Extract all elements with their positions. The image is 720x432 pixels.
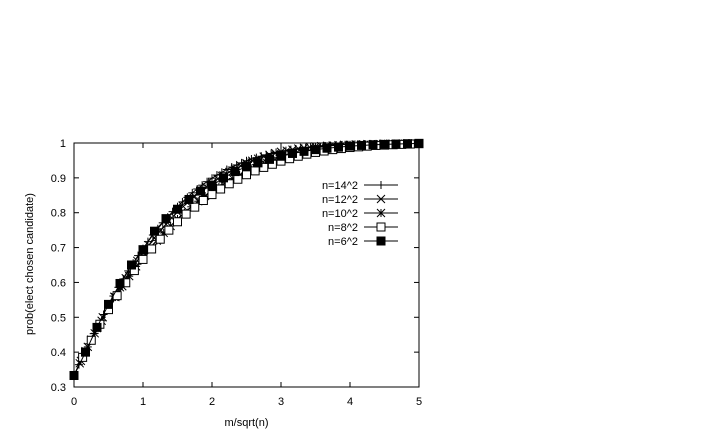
data-point	[253, 158, 263, 168]
y-tick-label: 0.4	[51, 347, 66, 359]
data-point	[322, 143, 332, 153]
legend-marker	[376, 222, 386, 232]
data-point	[242, 170, 251, 180]
data-point	[311, 145, 320, 155]
legend-label: n=10^2	[322, 208, 358, 220]
data-point	[164, 225, 174, 235]
data-point	[233, 174, 243, 184]
data-point	[345, 141, 355, 151]
data-point	[190, 202, 200, 212]
data-point	[259, 162, 269, 172]
x-axis-label: m/sqrt(n)	[225, 417, 269, 429]
plot-frame	[73, 142, 420, 388]
x-tick-label: 3	[278, 396, 284, 408]
y-tick-label: 0.9	[51, 173, 66, 185]
y-tick-label: 0.8	[51, 208, 66, 220]
data-point	[195, 186, 205, 196]
x-tick-label: 4	[347, 396, 353, 408]
data-point	[333, 142, 343, 152]
data-point	[208, 174, 216, 183]
data-point	[250, 166, 260, 176]
data-point	[380, 139, 389, 149]
legend-marker	[376, 194, 386, 204]
data-point	[126, 260, 136, 270]
data-point	[299, 146, 309, 156]
series-3	[69, 139, 424, 380]
data-point	[161, 214, 171, 224]
data-point	[138, 245, 148, 255]
plot-border	[73, 142, 420, 388]
legend-label: n=12^2	[322, 194, 358, 206]
y-tick-label: 1	[60, 138, 66, 150]
data-point	[402, 139, 412, 149]
data-point	[181, 209, 191, 219]
legend-label: n=8^2	[328, 222, 358, 234]
data-point	[219, 173, 229, 183]
axis-ticks: 0 1 2 3 4 5 0.3 0.4 0.5 0.6 0.7 0.8 0.9 1	[51, 138, 422, 408]
series-4	[69, 138, 424, 380]
data-point	[391, 139, 401, 149]
y-tick-label: 0.5	[51, 312, 66, 324]
series-layer	[69, 138, 424, 380]
data-point	[147, 244, 157, 254]
data-point	[276, 151, 286, 161]
x-tick-label: 5	[416, 396, 422, 408]
data-point	[264, 154, 274, 164]
data-point	[198, 196, 208, 206]
data-point	[230, 167, 240, 177]
legend-marker	[376, 236, 386, 246]
data-point	[69, 370, 79, 380]
y-tick-label: 0.3	[51, 382, 66, 394]
data-point	[224, 179, 234, 189]
legend: n=14^2 n=12^2 n=10^2 n=8^2 n=6^2	[322, 180, 398, 248]
data-point	[115, 278, 125, 288]
data-point	[173, 204, 182, 214]
data-point	[207, 190, 217, 200]
y-axis-label: prob(elect chosen candidate)	[24, 193, 36, 335]
y-tick-label: 0.6	[51, 277, 66, 289]
legend-label: n=14^2	[322, 180, 358, 192]
legend-marker	[376, 208, 386, 218]
data-point	[150, 226, 160, 236]
data-point	[104, 299, 113, 309]
data-point	[357, 140, 367, 150]
y-tick-label: 0.7	[51, 243, 66, 255]
data-point	[288, 148, 298, 158]
data-point	[184, 194, 194, 204]
data-point	[155, 234, 165, 244]
data-point	[368, 140, 378, 150]
data-point	[173, 217, 182, 227]
data-point	[81, 347, 91, 357]
data-point	[216, 184, 226, 194]
x-tick-label: 0	[71, 396, 77, 408]
x-tick-label: 2	[209, 396, 215, 408]
legend-marker	[377, 181, 385, 189]
data-point	[92, 322, 102, 332]
data-point	[414, 138, 424, 148]
legend-label: n=6^2	[328, 236, 358, 248]
data-point	[138, 254, 148, 264]
x-tick-label: 1	[140, 396, 146, 408]
data-point	[207, 181, 217, 191]
data-point	[242, 162, 251, 172]
